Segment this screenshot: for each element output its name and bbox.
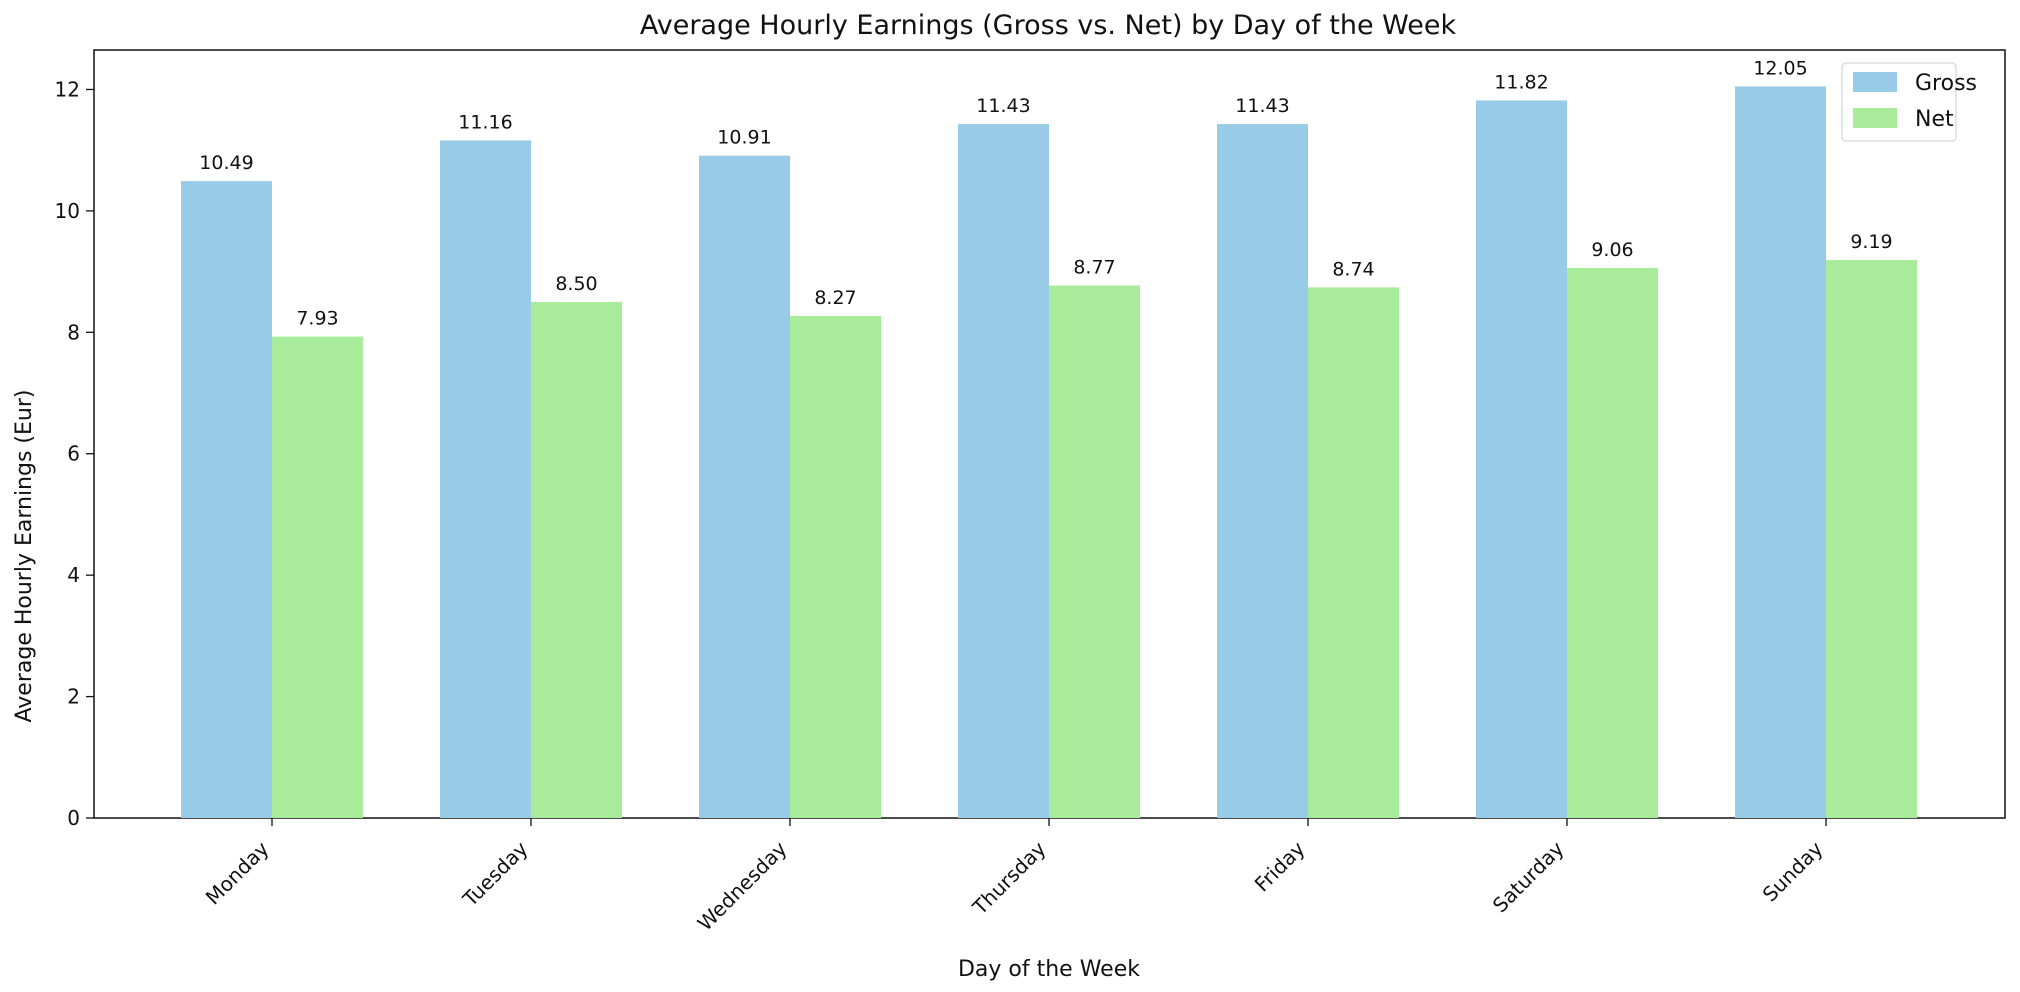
legend: Gross Net xyxy=(1841,62,1977,142)
gross-data-label: 11.43 xyxy=(976,95,1030,117)
gross-data-label: 12.05 xyxy=(1753,57,1807,79)
net-bar xyxy=(531,301,622,818)
x-tick-label-group: Sunday xyxy=(1758,836,1828,906)
plot-area: 0 2 4 6 8 10 12 10.49 7.93 Monday 11.16 8.50 Tuesday… xyxy=(55,49,2006,935)
net-bar xyxy=(1567,267,1658,818)
x-tick-label: Thursday xyxy=(967,836,1051,920)
gross-bar xyxy=(958,124,1049,818)
gross-data-label: 11.82 xyxy=(1494,71,1548,93)
net-bar xyxy=(1049,285,1140,818)
x-axis-label: Day of the Week xyxy=(958,957,1140,982)
x-tick-label-group: Thursday xyxy=(967,836,1051,920)
y-tick-label: 12 xyxy=(55,77,80,101)
x-tick-label-group: Tuesday xyxy=(457,836,532,911)
y-tick-label: 2 xyxy=(67,685,80,709)
x-tick-label-group: Friday xyxy=(1250,836,1310,896)
net-data-label: 8.74 xyxy=(1332,258,1374,280)
y-axis-label: Average Hourly Earnings (Eur) xyxy=(12,390,37,723)
net-legend-swatch xyxy=(1853,108,1897,128)
x-tick-label: Wednesday xyxy=(693,836,792,935)
gross-bar xyxy=(181,181,272,818)
y-tick-label: 4 xyxy=(67,563,80,587)
gross-data-label: 10.91 xyxy=(717,127,771,149)
x-tick-label-group: Monday xyxy=(201,836,274,909)
x-tick-label: Tuesday xyxy=(457,836,532,911)
net-data-label: 9.06 xyxy=(1591,239,1633,261)
gross-bar xyxy=(1217,124,1308,818)
x-tick-label-group: Wednesday xyxy=(693,836,792,935)
gross-bar xyxy=(440,140,531,818)
net-legend-label: Net xyxy=(1915,107,1954,132)
net-data-label: 8.77 xyxy=(1073,257,1115,279)
net-bar xyxy=(790,315,881,818)
y-tick-label: 6 xyxy=(67,442,80,466)
gross-bar xyxy=(1476,100,1567,819)
x-tick-label: Sunday xyxy=(1758,836,1828,906)
y-tick-label: 8 xyxy=(67,320,80,344)
gross-data-label: 11.16 xyxy=(458,111,512,133)
net-data-label: 8.50 xyxy=(555,273,597,295)
net-bar xyxy=(272,336,363,818)
y-tick-label: 10 xyxy=(55,199,80,223)
gross-bar xyxy=(699,155,790,818)
x-tick-label: Friday xyxy=(1250,836,1310,896)
x-tick-label: Monday xyxy=(201,836,274,909)
chart-title: Average Hourly Earnings (Gross vs. Net) … xyxy=(640,10,1457,41)
y-tick-label: 0 xyxy=(67,806,80,830)
net-data-label: 9.19 xyxy=(1850,231,1892,253)
x-tick-label: Saturday xyxy=(1488,836,1569,917)
net-bar xyxy=(1308,287,1399,818)
gross-data-label: 11.43 xyxy=(1235,95,1289,117)
gross-data-label: 10.49 xyxy=(199,152,253,174)
net-bar xyxy=(1826,260,1917,818)
x-tick-label-group: Saturday xyxy=(1488,836,1569,917)
gross-bar xyxy=(1735,86,1826,818)
net-data-label: 8.27 xyxy=(814,287,856,309)
net-data-label: 7.93 xyxy=(296,308,338,330)
gross-legend-label: Gross xyxy=(1915,71,1977,96)
gross-legend-swatch xyxy=(1853,72,1897,92)
